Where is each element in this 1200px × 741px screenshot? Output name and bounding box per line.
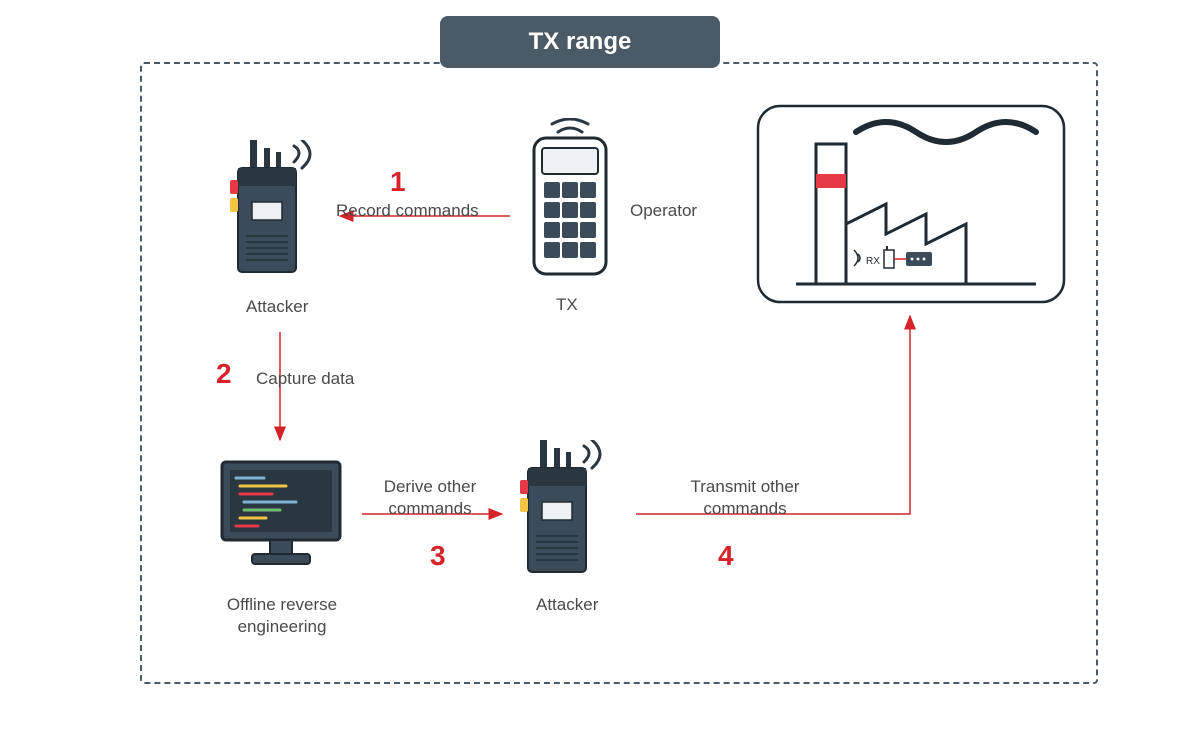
attacker-bottom-radio-icon — [520, 440, 610, 580]
diagram-title: TX range — [440, 16, 720, 68]
attacker-top-radio-icon — [230, 140, 320, 280]
diagram-canvas: TX range — [0, 0, 1200, 741]
step-1-label: Record commands — [336, 200, 479, 222]
operator-label: Operator — [630, 200, 697, 222]
rx-label: RX — [866, 256, 880, 267]
attacker-top-label: Attacker — [246, 296, 308, 318]
step-2-number: 2 — [216, 358, 232, 390]
step-1-number: 1 — [390, 166, 406, 198]
step-4-label: Transmit other commands — [680, 476, 810, 520]
step-3-label: Derive other commands — [370, 476, 490, 520]
factory-icon: RX — [756, 104, 1066, 304]
computer-monitor-icon — [216, 456, 346, 576]
step-3-number: 3 — [430, 540, 446, 572]
computer-label: Offline reverse engineering — [212, 594, 352, 638]
attacker-bottom-label: Attacker — [536, 594, 598, 616]
step-2-label: Capture data — [256, 368, 354, 390]
tx-remote-icon — [520, 118, 620, 278]
tx-label: TX — [556, 294, 578, 316]
step-4-number: 4 — [718, 540, 734, 572]
